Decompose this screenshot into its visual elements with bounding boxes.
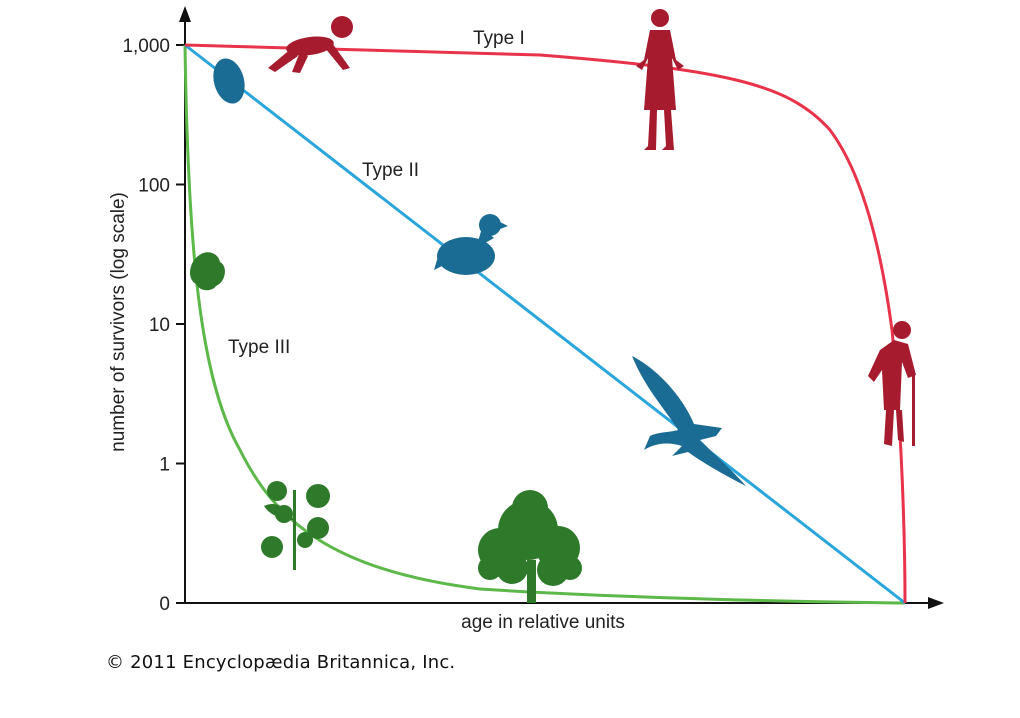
y-ticks: 0 1 10 100 1,000 xyxy=(122,36,185,615)
y-tick-label: 0 xyxy=(159,594,170,615)
x-axis-arrow xyxy=(928,597,944,609)
egg-icon xyxy=(213,58,245,104)
y-tick-label: 1,000 xyxy=(122,36,170,57)
standing-woman-icon xyxy=(636,9,684,150)
seed-icon xyxy=(190,252,225,291)
x-axis-title: age in relative units xyxy=(461,612,625,633)
y-tick-label: 10 xyxy=(149,315,170,336)
series-label-type-iii: Type III xyxy=(228,337,290,358)
copyright-credit: © 2011 Encyclopædia Britannica, Inc. xyxy=(106,652,456,673)
crawling-baby-icon xyxy=(268,16,353,73)
series-label-type-ii: Type II xyxy=(362,160,419,181)
series-label-type-i: Type I xyxy=(473,28,525,49)
seedling-icon xyxy=(261,481,330,570)
elderly-person-icon xyxy=(868,321,916,446)
series-line-type-ii xyxy=(184,43,906,605)
y-axis-arrow xyxy=(179,6,191,22)
eagle-icon xyxy=(632,356,746,486)
bird-chick-icon xyxy=(434,214,508,275)
series-line-type-i xyxy=(184,43,907,604)
y-axis-title: number of survivors (log scale) xyxy=(108,192,129,452)
tree-icon xyxy=(478,490,582,603)
y-tick-label: 100 xyxy=(138,176,170,197)
y-tick-label: 1 xyxy=(159,455,170,476)
